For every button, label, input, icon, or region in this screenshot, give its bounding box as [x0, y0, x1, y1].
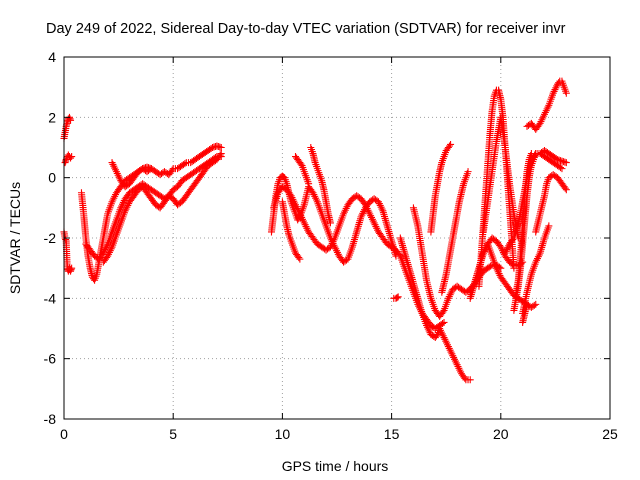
point-t6-26-3: [216, 151, 224, 159]
series-t2: [61, 151, 76, 167]
series-t27: [532, 171, 570, 236]
series-t17: [438, 168, 472, 296]
point-t28-11-0: [562, 89, 570, 97]
point-t27-8-0: [562, 186, 570, 194]
point-t7-6-2: [137, 166, 145, 174]
x-tick-label-1: 5: [169, 426, 177, 442]
y-tick-label-5: 2: [48, 109, 56, 125]
series-t16: [427, 140, 455, 236]
point-t13-2-0: [394, 293, 402, 301]
point-t16-8-1: [445, 142, 453, 150]
point-t16-9-0: [447, 140, 455, 148]
point-t19-15-0: [532, 300, 540, 308]
x-tick-label-2: 10: [275, 426, 291, 442]
series-t13: [390, 293, 402, 302]
x-tick-label-4: 20: [493, 426, 509, 442]
y-axis-label: SDTVAR / TECUs: [7, 182, 23, 294]
point-t25-6-0: [545, 222, 553, 230]
axes: [63, 56, 611, 420]
point-t14-17-0: [466, 376, 474, 384]
point-t22-12-2: [556, 164, 564, 172]
series-t4: [77, 142, 225, 284]
point-t22-13-0: [558, 165, 566, 173]
point-t4-29-2: [181, 160, 189, 168]
point-t22-1-3: [509, 236, 517, 244]
series-t10: [278, 198, 304, 263]
point-t6-27-0: [217, 150, 225, 158]
series-t14: [396, 234, 474, 384]
point-t9-39-0: [440, 318, 448, 326]
series-t8: [267, 172, 400, 266]
y-tick-label-6: 4: [48, 49, 56, 65]
point-t19-14-2: [530, 301, 538, 309]
series-t11: [292, 153, 313, 188]
chart-title: Day 249 of 2022, Sidereal Day-to-day VTE…: [46, 21, 566, 37]
point-t27-7-3: [561, 184, 569, 192]
point-t1-6-0: [67, 116, 75, 124]
series-t7: [108, 159, 155, 191]
x-tick-label-0: 0: [60, 426, 68, 442]
point-t7-9-0: [147, 165, 155, 173]
series-t29: [536, 147, 570, 167]
y-tick-label-3: -2: [44, 230, 57, 246]
point-t11-2-1: [297, 160, 305, 168]
point-t2-6-0: [68, 153, 76, 161]
x-tick-label-3: 15: [384, 426, 400, 442]
series-t1: [60, 113, 75, 142]
y-tick-label-0: -8: [44, 411, 57, 427]
point-t26-2-0: [523, 300, 531, 308]
point-t3-7-0: [68, 264, 76, 272]
data-points: [60, 77, 570, 384]
point-t11-6-0: [305, 180, 313, 188]
series-t24: [512, 150, 535, 296]
series-t12: [307, 144, 334, 227]
series-t15: [409, 204, 505, 320]
point-t13-1-1: [393, 294, 401, 302]
series-t6: [99, 150, 225, 266]
series-t28: [523, 77, 570, 133]
point-t4-26-3: [168, 166, 176, 174]
point-t2-5-0: [67, 154, 75, 162]
y-tick-label-1: -6: [44, 351, 57, 367]
point-t14-8-1: [432, 332, 440, 340]
y-tick-label-4: 0: [48, 170, 56, 186]
point-t10-7-1: [295, 254, 303, 262]
point-t4-38-0: [217, 144, 225, 151]
x-tick-label-5: 25: [602, 426, 618, 442]
point-t12-9-0: [326, 219, 334, 227]
point-t24-7-0: [527, 150, 535, 158]
series-t26: [519, 300, 531, 326]
point-t15-6-3: [439, 308, 447, 316]
point-t29-6-0: [562, 159, 570, 167]
point-t9-28-3: [395, 251, 403, 259]
point-t17-12-0: [464, 168, 472, 176]
x-axis-label: GPS time / hours: [282, 458, 389, 474]
point-t9-38-2: [439, 319, 447, 327]
y-tick-label-2: -4: [44, 290, 57, 306]
point-t14-15-3: [461, 374, 469, 382]
point-t4-35-2: [207, 145, 215, 153]
series-t3: [60, 228, 76, 275]
tick-labels: 0 5 10 15 20 25 -8 -6 -4 -2 0 2 4: [44, 49, 618, 442]
point-t29-3-2: [552, 155, 560, 163]
point-t10-8-0: [296, 255, 304, 263]
